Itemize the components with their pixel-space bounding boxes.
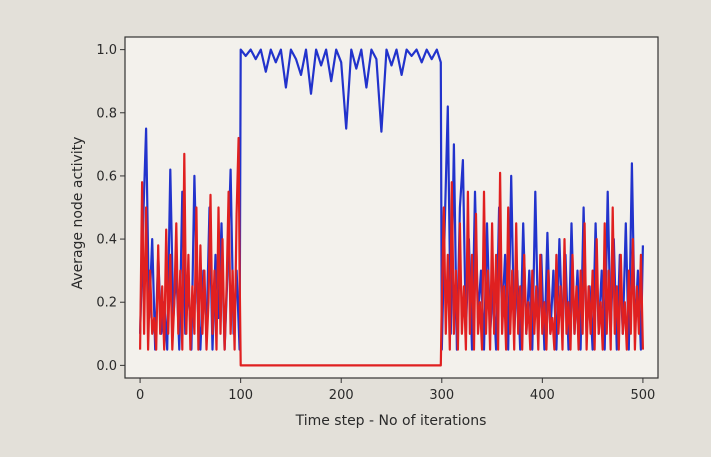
- x-axis-label: Time step - No of iterations: [295, 413, 487, 429]
- y-tick-label: 1.0: [96, 43, 117, 58]
- series-line-2: [139, 136, 644, 367]
- x-tick-label: 100: [228, 388, 253, 403]
- y-tick-label: 0.0: [96, 359, 117, 374]
- x-tick-label: 300: [429, 388, 454, 403]
- y-tick-label: 0.2: [96, 296, 117, 311]
- y-tick-label: 0.8: [96, 106, 117, 121]
- x-tick-label: 0: [136, 388, 144, 403]
- y-tick-label: 0.6: [96, 169, 117, 184]
- x-tick-label: 400: [530, 388, 555, 403]
- x-tick-label: 500: [631, 388, 656, 403]
- y-tick-label: 0.4: [96, 233, 117, 248]
- series-layer: [139, 48, 644, 367]
- x-tick-label: 200: [329, 388, 354, 403]
- ticks-layer: 0 100 200 300 400 500 0.0 0.2 0.4 0.6 0.8 1.0: [96, 43, 655, 403]
- y-axis-label: Average node activity: [70, 137, 86, 290]
- plot-frame: [124, 36, 659, 379]
